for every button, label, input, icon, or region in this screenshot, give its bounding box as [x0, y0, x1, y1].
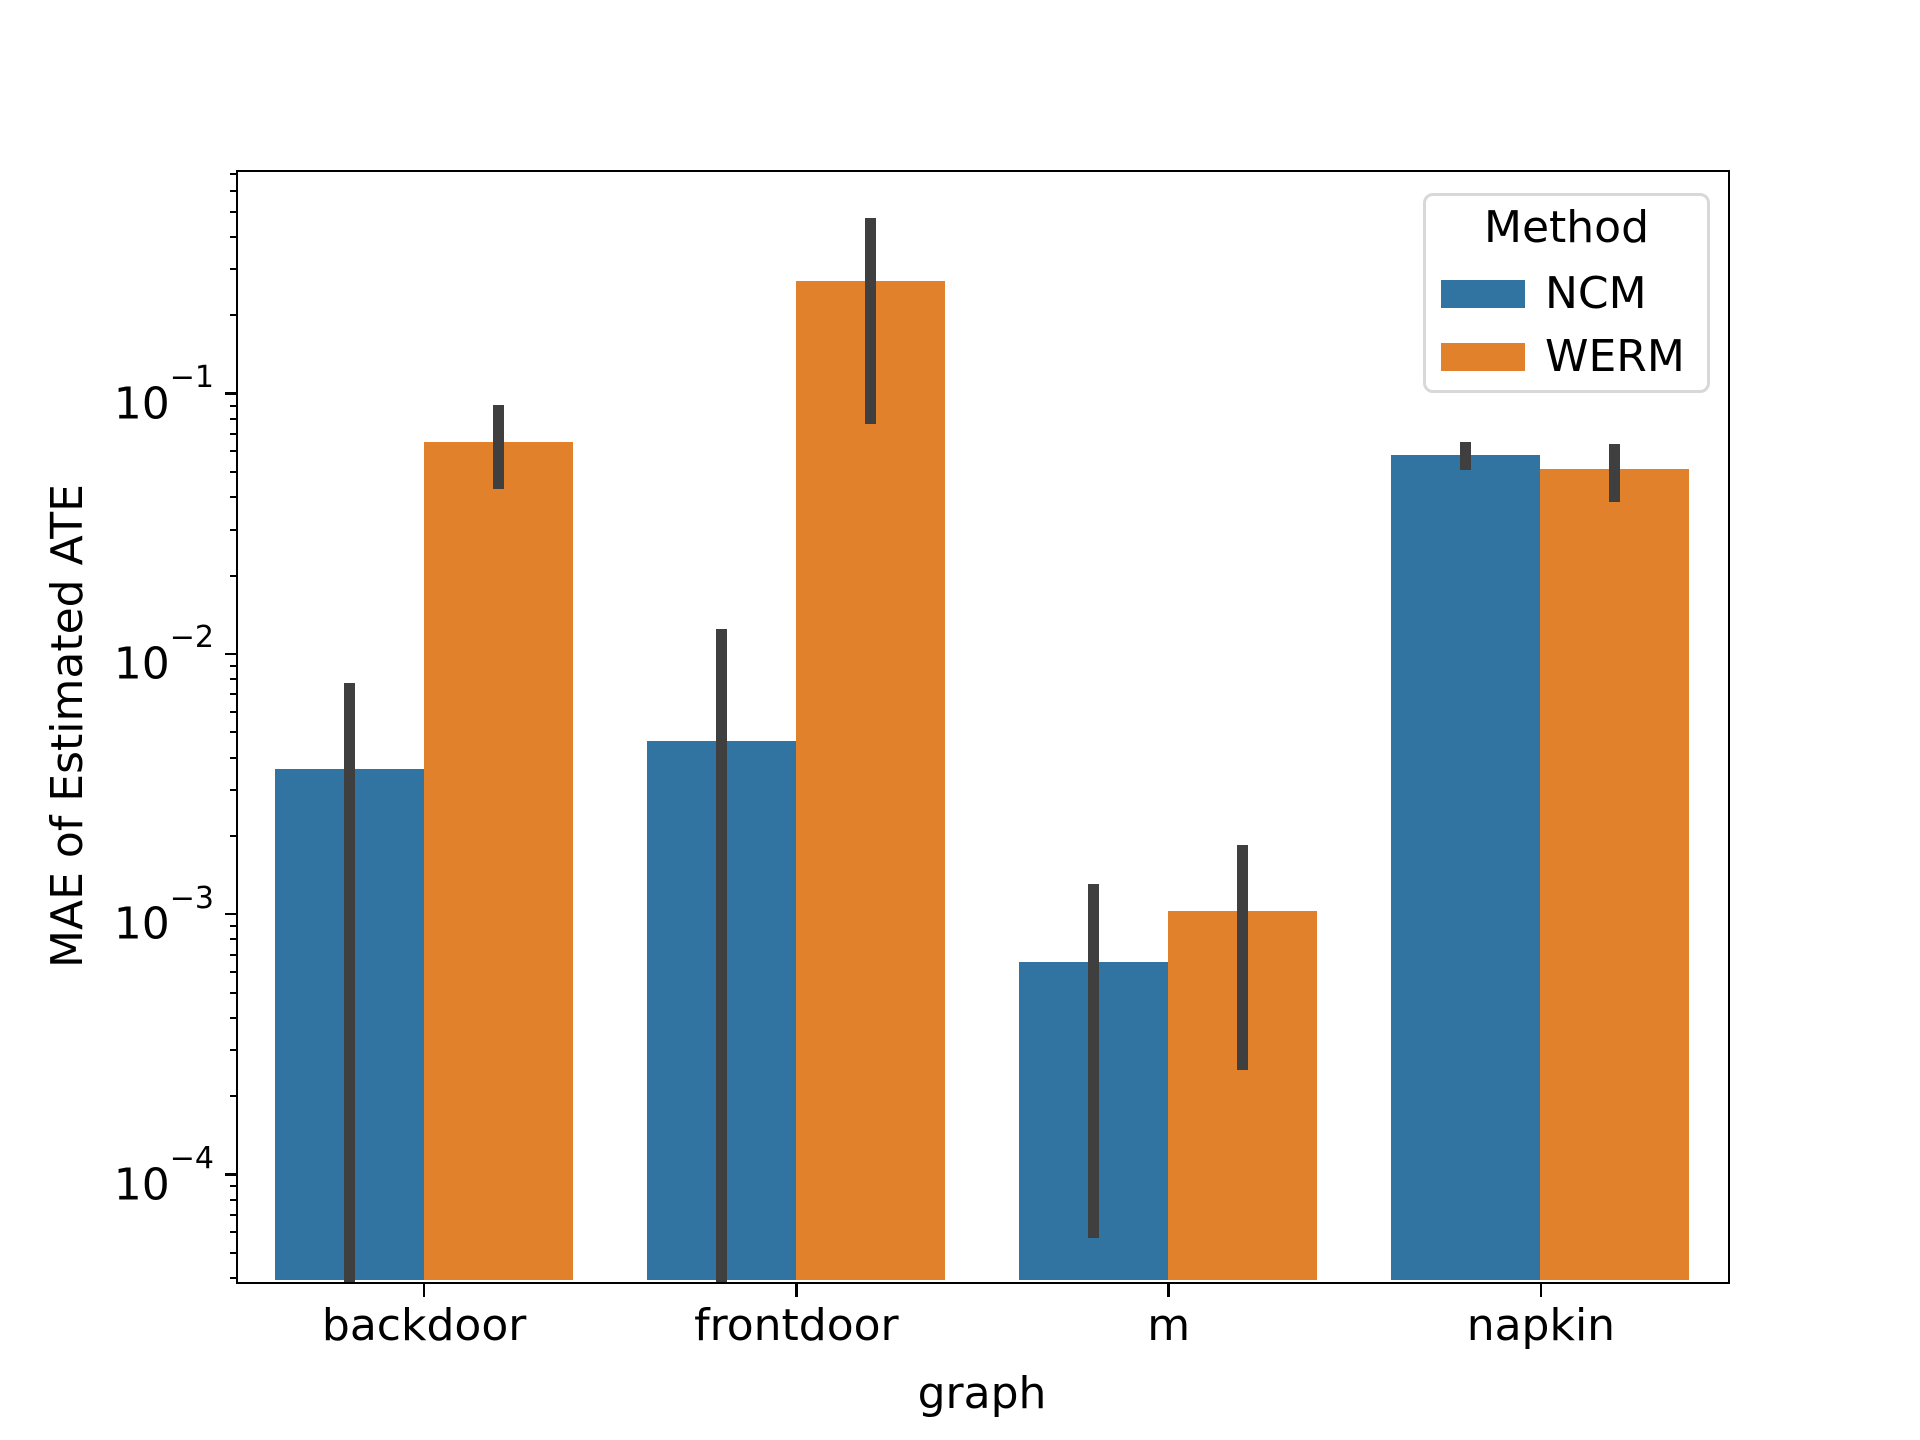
x-tick-label-m: m [1147, 1300, 1191, 1351]
x-axis-label: graph [917, 1368, 1047, 1419]
bar-NCM-napkin [1391, 454, 1541, 1281]
error-bar-NCM-m [1088, 884, 1100, 1238]
legend-title: Method [1483, 202, 1650, 253]
error-bar-WERM-frontdoor [864, 218, 876, 425]
y-tick-label-1e-4: 10−4 [113, 1140, 214, 1211]
legend-entry-werm: WERM [1441, 333, 1685, 381]
legend: Method NCM WERM [1423, 193, 1710, 393]
bar-WERM-backdoor [423, 441, 573, 1281]
y-tick-label-1e-1: 10−1 [113, 360, 214, 430]
error-bar-WERM-m [1237, 845, 1249, 1071]
x-tick-frontdoor [795, 1283, 798, 1297]
legend-entry-ncm: NCM [1441, 270, 1647, 318]
error-bar-NCM-napkin [1460, 441, 1472, 471]
legend-label-werm: WERM [1545, 331, 1685, 382]
error-bar-WERM-napkin [1609, 443, 1621, 503]
x-tick-m [1167, 1283, 1170, 1297]
error-bar-NCM-frontdoor [715, 629, 727, 1282]
legend-swatch-werm [1441, 343, 1525, 371]
x-tick-label-napkin: napkin [1466, 1300, 1616, 1351]
bar-WERM-frontdoor [795, 280, 945, 1281]
error-bar-WERM-backdoor [492, 405, 504, 489]
legend-label-ncm: NCM [1545, 268, 1647, 319]
x-tick-backdoor [422, 1283, 426, 1297]
bar-WERM-napkin [1540, 469, 1690, 1281]
x-tick-label-backdoor: backdoor [321, 1300, 527, 1351]
y-axis-label: MAE of Estimated ATE [42, 484, 93, 968]
x-tick-label-frontdoor: frontdoor [694, 1300, 899, 1351]
legend-swatch-ncm [1441, 280, 1525, 308]
x-tick-napkin [1539, 1283, 1543, 1297]
error-bar-NCM-backdoor [343, 682, 355, 1282]
